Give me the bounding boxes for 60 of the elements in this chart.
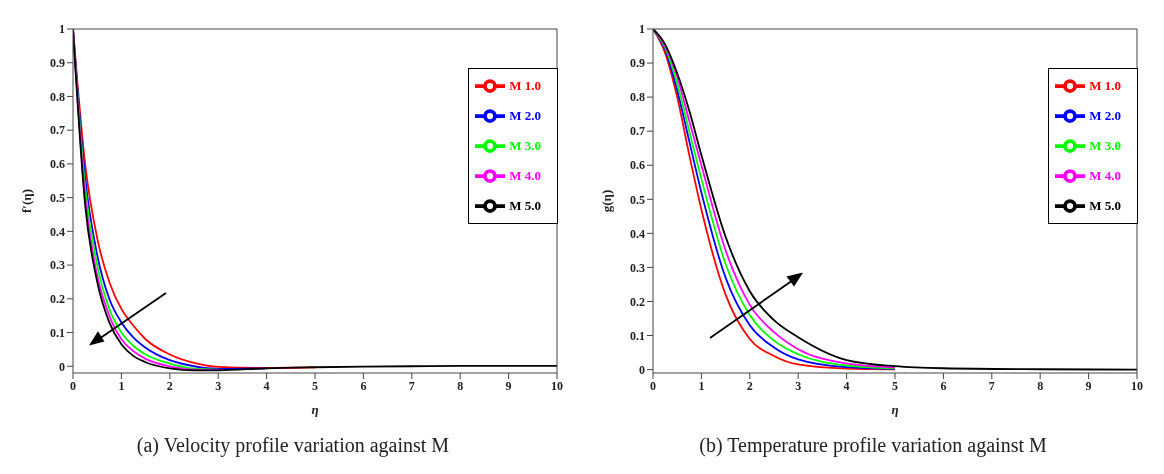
x-tick-label: 0 [650, 378, 656, 393]
x-tick-label: 9 [1085, 378, 1092, 393]
x-tick-label: 5 [892, 378, 898, 393]
y-tick-label: 0 [639, 362, 645, 377]
y-tick-label: 0.1 [630, 328, 645, 343]
x-tick-label: 7 [408, 378, 415, 393]
y-tick-label: 0.4 [630, 226, 645, 241]
legend-label: M 5.0 [1089, 197, 1121, 213]
legend-label: M 2.0 [509, 107, 541, 123]
y-tick-label: 0.8 [630, 90, 645, 105]
x-tick-label: 1 [698, 378, 705, 393]
y-tick-label: 0.1 [50, 325, 65, 340]
y-tick-label: 0.5 [630, 192, 645, 207]
x-tick-label: 4 [843, 378, 850, 393]
legend-label: M 3.0 [1089, 137, 1121, 153]
x-axis-title: η [891, 402, 899, 417]
x-tick-label: 2 [746, 378, 753, 393]
y-tick-label: 0.6 [630, 158, 645, 173]
y-tick-label: 1 [59, 22, 65, 37]
x-tick-label: 10 [551, 378, 563, 393]
x-tick-label: 9 [505, 378, 512, 393]
y-tick-label: 0.9 [50, 55, 65, 70]
x-tick-label: 2 [166, 378, 173, 393]
y-tick-label: 0.2 [630, 294, 645, 309]
y-tick-label: 0.9 [630, 56, 645, 71]
y-tick-label: 0.2 [50, 292, 65, 307]
x-tick-label: 3 [795, 378, 802, 393]
y-tick-label: 0.8 [50, 89, 65, 104]
legend-label: M 2.0 [1089, 107, 1121, 123]
legend-label: M 4.0 [1089, 167, 1121, 183]
x-tick-label: 4 [263, 378, 270, 393]
x-tick-label: 1 [118, 378, 125, 393]
x-tick-label: 10 [1131, 378, 1143, 393]
y-tick-label: 1 [639, 22, 645, 37]
x-tick-label: 7 [988, 378, 995, 393]
y-axis-title: g(η) [598, 189, 614, 213]
y-tick-label: 0.7 [630, 124, 645, 139]
legend-label: M 5.0 [509, 197, 541, 213]
legend-label: M 1.0 [509, 77, 541, 93]
legend-label: M 1.0 [1089, 77, 1121, 93]
y-tick-label: 0.3 [630, 260, 645, 275]
y-tick-label: 0 [59, 359, 65, 374]
x-tick-label: 0 [70, 378, 76, 393]
x-tick-label: 5 [312, 378, 318, 393]
legend-label: M 3.0 [509, 137, 541, 153]
x-tick-label: 6 [360, 378, 367, 393]
x-tick-label: 8 [457, 378, 464, 393]
text: (a) Velocity profile variation against M [135, 434, 451, 457]
legend-label: M 4.0 [509, 167, 541, 183]
y-tick-label: 0.5 [50, 190, 65, 205]
x-tick-label: 6 [940, 378, 947, 393]
x-tick-label: 3 [215, 378, 222, 393]
text: (b) Temperature profile variation against M [698, 434, 1048, 457]
y-tick-label: 0.3 [50, 258, 65, 273]
y-axis-title: f′(η) [18, 188, 34, 214]
x-axis-title: η [311, 402, 319, 417]
y-tick-label: 0.4 [50, 224, 65, 239]
x-tick-label: 8 [1037, 378, 1044, 393]
y-tick-label: 0.7 [50, 123, 65, 138]
y-tick-label: 0.6 [50, 157, 65, 172]
